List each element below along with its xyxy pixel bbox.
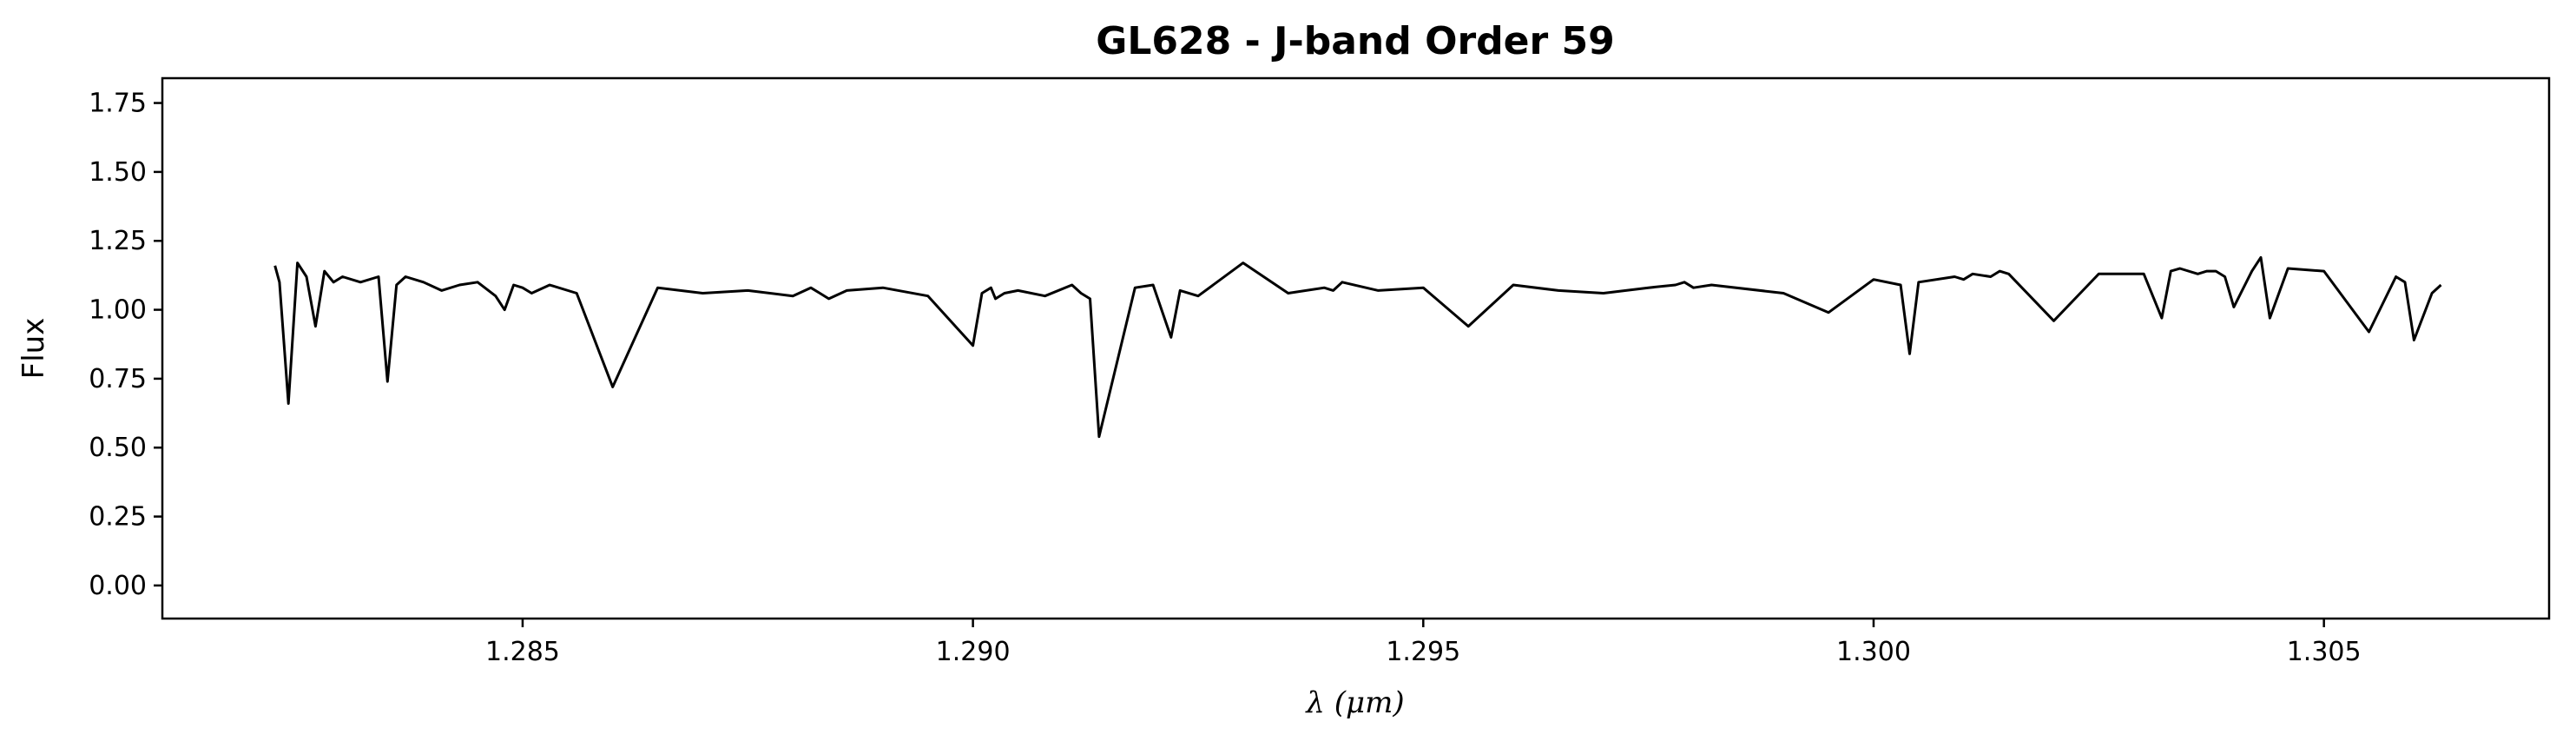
x-tick-label: 1.295: [1386, 637, 1460, 667]
chart-title: GL628 - J-band Order 59: [1096, 19, 1615, 63]
y-tick-label: 1.50: [89, 157, 147, 188]
x-tick-label: 1.285: [485, 637, 560, 667]
y-tick-label: 0.00: [89, 571, 147, 601]
x-tick-label: 1.290: [936, 637, 1011, 667]
plot-frame: [161, 76, 2551, 620]
y-axis: 0.00 0.25 0.50 0.75 1.00 1.25 1.50 1.75: [89, 89, 162, 601]
y-tick-label: 1.00: [89, 295, 147, 326]
x-axis: 1.285 1.290 1.295 1.300 1.305: [485, 619, 2362, 667]
y-tick-label: 0.25: [89, 502, 147, 533]
y-axis-label: Flux: [16, 318, 51, 380]
y-tick-label: 1.25: [89, 226, 147, 256]
x-axis-label: λ (μm): [1304, 685, 1404, 720]
plot-area: 0.000.250.500.751.001.251.501.75 1.285 1.…: [89, 76, 2551, 667]
x-tick-label: 1.305: [2287, 637, 2362, 667]
y-tick-label: 1.75: [89, 89, 147, 119]
y-tick-label: 0.75: [89, 364, 147, 394]
x-tick-label: 1.300: [1836, 637, 1911, 667]
flux-series-line: [273, 255, 2442, 439]
y-tick-label: 0.50: [89, 433, 147, 463]
